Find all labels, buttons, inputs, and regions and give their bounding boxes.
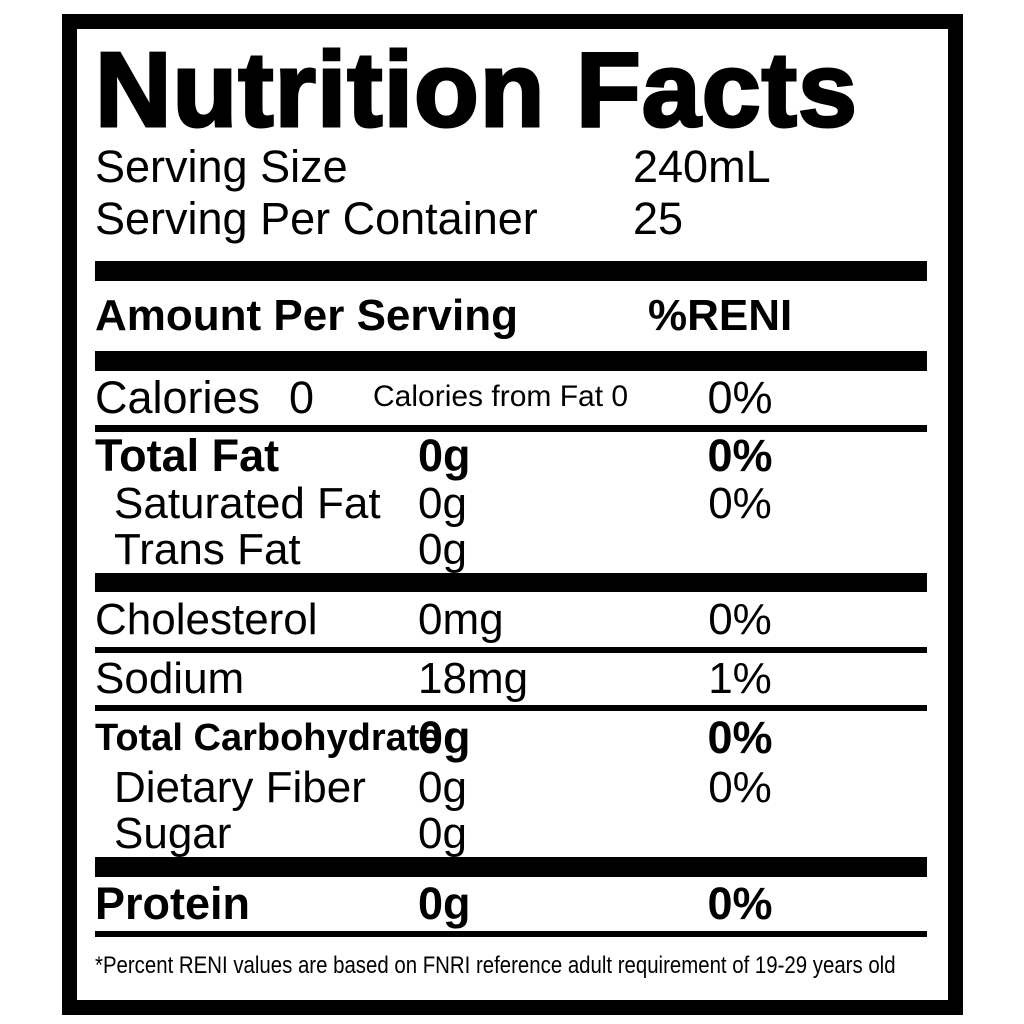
servings-per-container-label: Serving Per Container (95, 193, 538, 244)
nutrient-row-sugar: Sugar 0g (95, 811, 927, 857)
reni-footnote-text: *Percent RENI values are based on FNRI r… (95, 952, 896, 979)
protein-label: Protein (95, 878, 251, 929)
sugar-label: Sugar (114, 809, 232, 858)
nutrition-facts-label: Nutrition Facts Serving Size 240mL Servi… (62, 14, 963, 1015)
nutrient-row-total-fat: Total Fat 0g 0% (95, 432, 927, 480)
total-carbohydrate-label: Total Carbohydrate (95, 717, 441, 759)
serving-size-value: 240mL (633, 141, 771, 192)
nutrient-row-protein: Protein 0g 0% (95, 877, 927, 931)
serving-size-row: Serving Size 240mL (95, 141, 927, 193)
nutrient-row-saturated-fat: Saturated Fat 0g 0% (95, 480, 927, 527)
reni-footnote: *Percent RENI values are based on FNRI r… (95, 937, 927, 995)
thin-divider-line (95, 931, 927, 937)
label-title: Nutrition Facts (94, 31, 859, 149)
thin-divider-line (95, 705, 927, 711)
trans-fat-value: 0g (418, 525, 467, 574)
total-fat-percent: 0% (707, 430, 773, 481)
thick-divider-bar (95, 261, 927, 281)
saturated-fat-percent: 0% (708, 479, 772, 528)
total-carbohydrate-percent: 0% (707, 712, 773, 763)
calories-from-fat-label: Calories from Fat 0 (373, 380, 629, 413)
thin-divider-line (95, 425, 927, 432)
sodium-percent: 1% (708, 654, 772, 703)
trans-fat-label: Trans Fat (114, 525, 301, 574)
dietary-fiber-label: Dietary Fiber (114, 763, 366, 812)
servings-per-container-row: Serving Per Container 25 (95, 193, 927, 245)
nutrient-row-total-carbohydrate: Total Carbohydrate 0g 0% (95, 711, 927, 765)
cholesterol-value: 0mg (418, 595, 504, 644)
thick-divider-bar (95, 351, 927, 371)
protein-percent: 0% (707, 878, 773, 929)
saturated-fat-label: Saturated Fat (114, 479, 381, 528)
amount-per-serving-header: Amount Per Serving (95, 291, 518, 340)
calories-row: Calories 0 Calories from Fat 0 0% (95, 371, 927, 425)
cholesterol-percent: 0% (708, 595, 772, 644)
thick-divider-bar (95, 573, 927, 592)
label-content: Nutrition Facts Serving Size 240mL Servi… (77, 31, 948, 1010)
protein-value: 0g (418, 878, 471, 929)
dietary-fiber-percent: 0% (708, 763, 772, 812)
thin-divider-line (95, 647, 927, 653)
cholesterol-label: Cholesterol (95, 595, 318, 644)
sodium-value: 18mg (418, 654, 529, 703)
percent-reni-header: %RENI (648, 291, 793, 340)
servings-per-container-value: 25 (633, 193, 684, 244)
nutrient-row-cholesterol: Cholesterol 0mg 0% (95, 592, 927, 647)
calories-label: Calories (95, 372, 261, 423)
thick-divider-bar (95, 857, 927, 877)
total-fat-value: 0g (418, 430, 471, 481)
total-carbohydrate-value: 0g (418, 712, 471, 763)
saturated-fat-value: 0g (418, 479, 467, 528)
calories-percent: 0% (707, 372, 773, 423)
calories-value: 0 (289, 372, 315, 423)
serving-size-label: Serving Size (95, 141, 348, 192)
nutrient-row-dietary-fiber: Dietary Fiber 0g 0% (95, 765, 927, 811)
dietary-fiber-value: 0g (418, 763, 467, 812)
nutrient-row-trans-fat: Trans Fat 0g (95, 527, 927, 573)
table-header-row: Amount Per Serving %RENI (95, 281, 927, 351)
nutrient-row-sodium: Sodium 18mg 1% (95, 653, 927, 705)
sodium-label: Sodium (95, 654, 245, 703)
total-fat-label: Total Fat (95, 430, 280, 481)
sugar-value: 0g (418, 809, 467, 858)
